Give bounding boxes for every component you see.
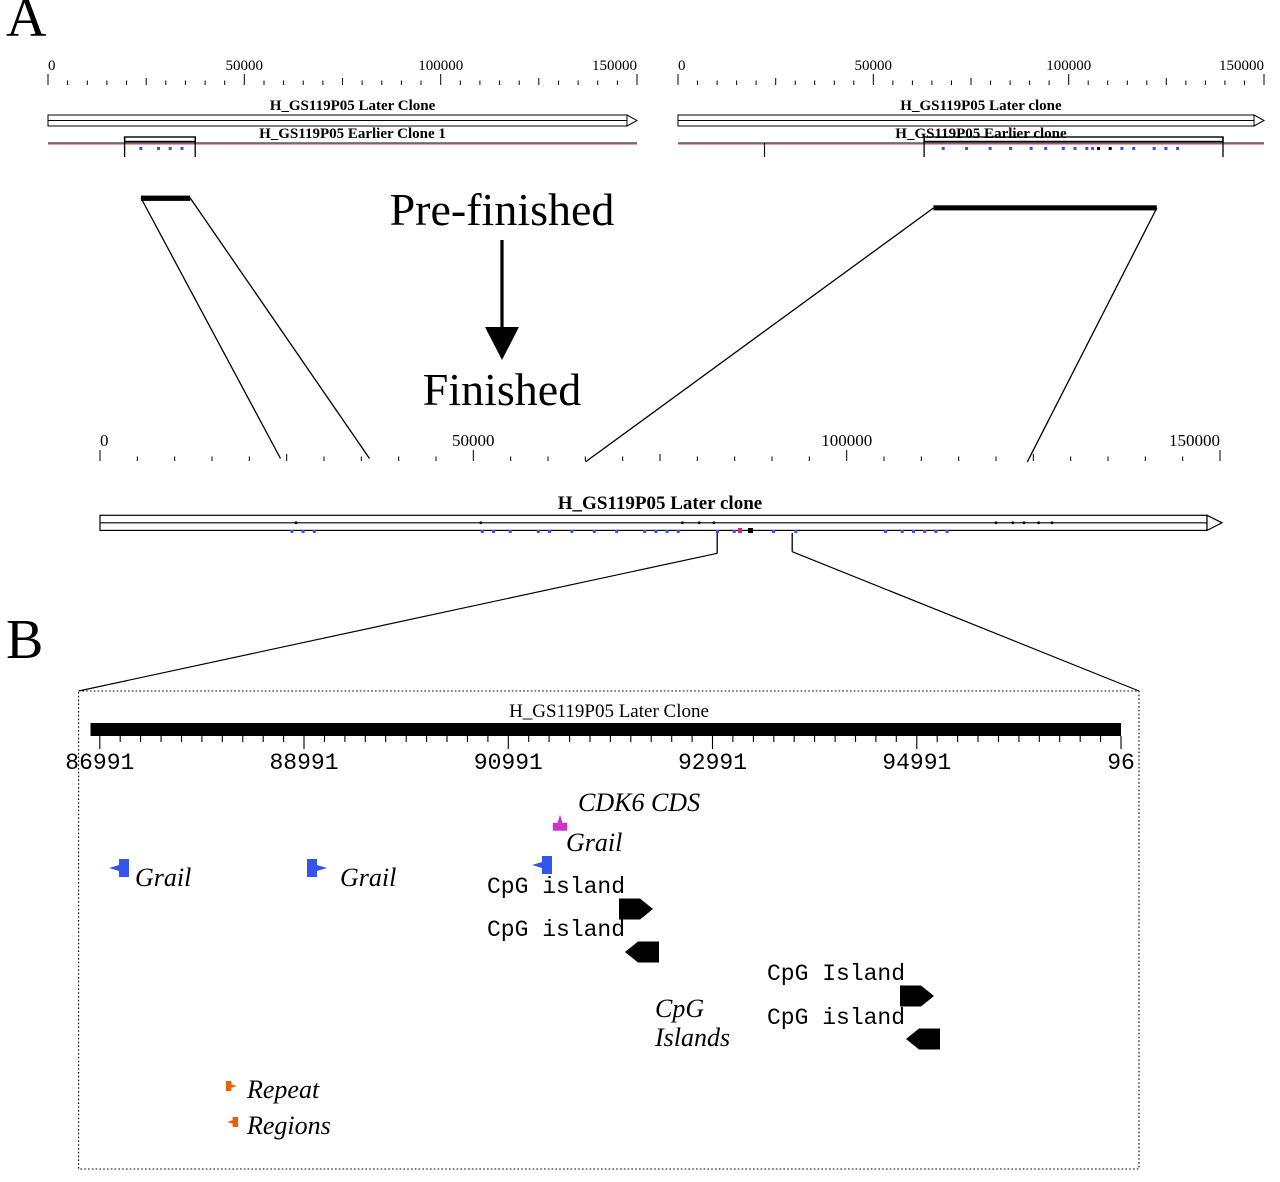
svg-text:100000: 100000 xyxy=(821,431,872,450)
svg-text:90991: 90991 xyxy=(474,750,543,776)
svg-text:0: 0 xyxy=(678,58,686,74)
svg-text:CDK6 CDS: CDK6 CDS xyxy=(578,788,700,817)
svg-text:88991: 88991 xyxy=(269,750,338,776)
svg-text:50000: 50000 xyxy=(226,58,264,74)
svg-text:50000: 50000 xyxy=(452,431,495,450)
svg-text:150000: 150000 xyxy=(592,58,637,74)
svg-text:Repeat: Repeat xyxy=(246,1075,320,1104)
svg-text:Grail: Grail xyxy=(340,863,396,892)
svg-text:CpG island: CpG island xyxy=(487,874,625,900)
svg-text:Pre-finished: Pre-finished xyxy=(390,184,615,235)
svg-text:96: 96 xyxy=(1107,750,1135,776)
svg-text:92991: 92991 xyxy=(678,750,747,776)
svg-text:94991: 94991 xyxy=(882,750,951,776)
svg-text:0: 0 xyxy=(100,431,109,450)
svg-text:CpG island: CpG island xyxy=(487,917,625,943)
svg-text:Grail: Grail xyxy=(566,828,622,857)
svg-text:150000: 150000 xyxy=(1219,58,1264,74)
svg-text:Grail: Grail xyxy=(135,863,191,892)
svg-text:CpG island: CpG island xyxy=(767,1005,905,1031)
svg-text:86991: 86991 xyxy=(65,750,134,776)
svg-text:100000: 100000 xyxy=(418,58,463,74)
svg-text:50000: 50000 xyxy=(855,58,893,74)
svg-text:Finished: Finished xyxy=(423,364,581,415)
svg-text:H_GS119P05 Earlier Clone 1: H_GS119P05 Earlier Clone 1 xyxy=(259,126,446,142)
svg-text:H_GS119P05 Later clone: H_GS119P05 Later clone xyxy=(900,98,1062,114)
svg-text:H_GS119P05 Earlier clone: H_GS119P05 Earlier clone xyxy=(895,126,1067,142)
svg-text:CpG: CpG xyxy=(655,994,704,1023)
svg-text:Regions: Regions xyxy=(246,1111,331,1140)
svg-text:150000: 150000 xyxy=(1169,431,1220,450)
svg-text:Islands: Islands xyxy=(654,1023,730,1052)
svg-text:100000: 100000 xyxy=(1046,58,1091,74)
svg-text:0: 0 xyxy=(48,58,56,74)
svg-text:H_GS119P05 Later Clone: H_GS119P05 Later Clone xyxy=(509,701,709,722)
svg-text:CpG Island: CpG Island xyxy=(767,961,905,987)
svg-text:H_GS119P05 Later Clone: H_GS119P05 Later Clone xyxy=(270,98,436,114)
svg-text:H_GS119P05 Later clone: H_GS119P05 Later clone xyxy=(558,493,762,514)
